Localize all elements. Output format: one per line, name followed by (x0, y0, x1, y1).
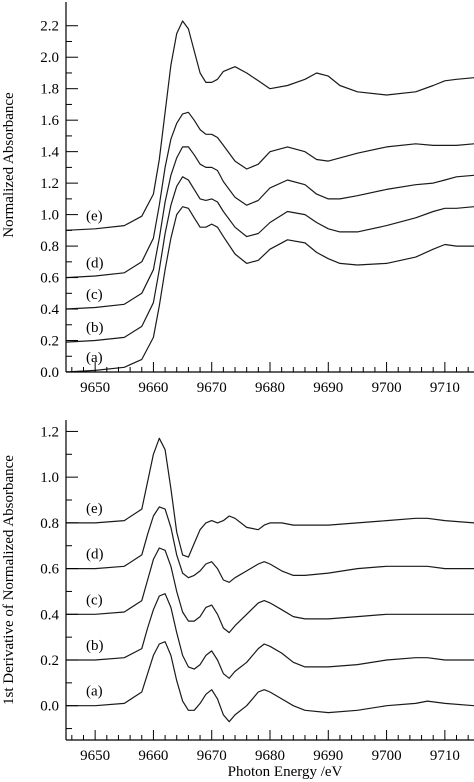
top-y-tick-label: 1.8 (40, 82, 59, 98)
top-series-label-a: (a) (86, 350, 103, 366)
bottom-series-label-d: (d) (86, 547, 104, 563)
top-y-tick-label: 1.4 (40, 145, 59, 161)
bottom-y-axis-title: 1st Derivative of Normalized Absorbance (1, 455, 17, 705)
top-x-tick-label: 9670 (197, 380, 227, 396)
bottom-x-axis-title: Photon Energy /eV (228, 764, 343, 780)
bottom-series-c-line (66, 547, 474, 634)
bottom-series-label-b: (b) (86, 638, 104, 654)
top-y-tick-label: 0.6 (40, 271, 59, 287)
top-y-tick-label: 1.0 (40, 208, 59, 224)
bottom-x-tick-label: 9660 (138, 748, 168, 764)
bottom-x-tick-label: 9700 (372, 748, 402, 764)
bottom-series-label-a: (a) (86, 684, 103, 700)
bottom-x-tick-label: 9710 (430, 748, 460, 764)
bottom-x-tick-label: 9690 (313, 748, 343, 764)
bottom-series-label-e: (e) (86, 501, 103, 517)
top-plot-area: (a) (b) (c) (d) (e) (65, 20, 474, 373)
top-series-label-d: (d) (86, 256, 104, 272)
bottom-series-a-line (66, 641, 474, 723)
top-y-tick-label: 1.2 (40, 176, 59, 192)
top-panel: (a) (b) (c) (d) (e) 0.0 0.2 0.4 0.6 0.8 1.0 1.2 1.4… (1, 2, 474, 396)
top-x-ticks: 9650 9660 9670 9680 9690 9700 9710 (71, 362, 469, 396)
top-x-tick-label: 9690 (313, 380, 343, 396)
top-series-b-line (65, 176, 474, 343)
top-series-label-e: (e) (86, 208, 103, 224)
top-y-tick-label: 2.0 (40, 50, 59, 66)
bottom-panel: (a) (b) (c) (d) (e) 0.0 0.2 0.4 0.6 0.8 1.0 1.2 96… (1, 420, 474, 780)
top-x-tick-label: 9710 (430, 380, 460, 396)
top-y-tick-label: 0.2 (40, 334, 59, 350)
bottom-y-tick-label: 0.0 (40, 699, 59, 715)
bottom-series-d-line (66, 506, 474, 583)
bottom-y-tick-label: 1.2 (40, 424, 59, 440)
top-series-label-c: (c) (86, 287, 103, 303)
top-y-axis-title: Normalized Absorbance (1, 92, 17, 238)
bottom-y-tick-label: 0.8 (40, 516, 59, 532)
top-series-d-line (65, 111, 474, 279)
top-x-tick-label: 9650 (80, 380, 110, 396)
top-series-label-b: (b) (86, 320, 104, 336)
top-y-tick-label: 0.0 (40, 365, 59, 381)
bottom-y-tick-label: 0.2 (40, 653, 59, 669)
bottom-series-label-c: (c) (86, 592, 103, 608)
bottom-series-e-line (66, 437, 474, 558)
top-series-a-line (65, 206, 474, 373)
top-series-e-line (65, 20, 474, 231)
bottom-y-tick-label: 0.4 (40, 607, 59, 623)
top-y-tick-label: 0.8 (40, 239, 59, 255)
top-y-ticks: 0.0 0.2 0.4 0.6 0.8 1.0 1.2 1.4 1.6 1.8 2.0 2.2 (40, 19, 78, 381)
bottom-y-tick-label: 1.0 (40, 470, 59, 486)
bottom-y-ticks: 0.0 0.2 0.4 0.6 0.8 1.0 1.2 (40, 424, 78, 730)
bottom-x-tick-label: 9650 (80, 748, 110, 764)
bottom-y-tick-label: 0.6 (40, 562, 59, 578)
top-x-tick-label: 9680 (255, 380, 285, 396)
top-y-tick-label: 0.4 (40, 302, 59, 318)
top-y-tick-label: 2.2 (40, 19, 59, 35)
bottom-x-tick-label: 9670 (197, 748, 227, 764)
bottom-series-b-line (66, 593, 474, 679)
bottom-x-tick-label: 9680 (255, 748, 285, 764)
top-x-tick-label: 9700 (372, 380, 402, 396)
top-x-tick-label: 9660 (138, 380, 168, 396)
top-series-c-line (65, 146, 474, 310)
bottom-x-ticks: 9650 9660 9670 9680 9690 9700 9710 (71, 730, 469, 764)
bottom-plot-area: (a) (b) (c) (d) (e) (66, 437, 474, 723)
top-y-tick-label: 1.6 (40, 113, 59, 129)
